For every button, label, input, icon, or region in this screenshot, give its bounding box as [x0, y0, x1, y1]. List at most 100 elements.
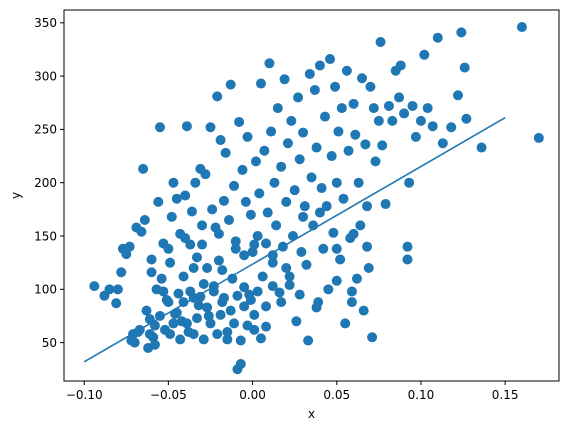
data-point	[394, 92, 405, 103]
data-point	[215, 135, 226, 146]
regression-line	[83, 116, 506, 363]
x-tick-label: 0.05	[323, 388, 350, 402]
data-point	[247, 247, 258, 257]
data-point	[321, 201, 332, 212]
data-point	[404, 177, 415, 188]
data-point	[415, 115, 426, 126]
data-point	[294, 289, 305, 300]
data-point	[348, 228, 359, 239]
data-point	[168, 177, 179, 188]
data-point	[333, 126, 344, 137]
data-point	[338, 193, 349, 204]
data-point	[362, 201, 373, 212]
data-point	[261, 238, 272, 249]
data-point	[254, 188, 265, 199]
data-point	[299, 201, 310, 212]
data-point	[311, 302, 322, 313]
data-point	[154, 122, 165, 133]
data-point	[213, 228, 224, 239]
data-point	[309, 84, 320, 95]
data-point	[476, 142, 487, 153]
data-point	[516, 22, 527, 33]
data-point	[328, 227, 339, 238]
data-point	[192, 313, 203, 324]
data-point	[330, 81, 341, 92]
data-point	[293, 92, 304, 103]
data-point	[375, 36, 386, 47]
y-tick-label: 50	[42, 336, 57, 350]
data-point	[432, 32, 443, 43]
data-point	[306, 172, 317, 183]
data-point	[227, 273, 238, 284]
data-point	[168, 318, 179, 329]
data-point	[363, 262, 374, 273]
data-point	[274, 287, 285, 298]
data-point	[314, 207, 325, 218]
data-point	[304, 68, 315, 79]
data-point	[271, 220, 282, 231]
data-point	[173, 288, 184, 299]
data-point	[112, 284, 123, 295]
x-tick-label: −0.10	[66, 388, 103, 402]
data-point	[171, 193, 182, 204]
data-point	[272, 103, 283, 114]
data-point	[410, 131, 421, 142]
data-point	[377, 140, 388, 151]
data-point	[284, 280, 295, 291]
data-point	[343, 145, 354, 156]
data-point	[89, 281, 100, 292]
data-point	[276, 297, 287, 308]
data-point	[365, 81, 376, 92]
data-point	[360, 139, 371, 150]
x-tick-label: 0.15	[492, 388, 519, 402]
data-point	[163, 297, 174, 308]
data-point	[367, 332, 378, 343]
data-point	[136, 226, 147, 237]
data-point	[452, 90, 463, 101]
data-point	[178, 271, 189, 282]
data-point	[311, 142, 322, 153]
data-point	[198, 334, 209, 345]
data-point	[249, 239, 260, 250]
data-point	[218, 195, 229, 206]
data-point	[234, 116, 245, 127]
data-point	[146, 267, 157, 278]
data-point	[186, 206, 197, 217]
data-point	[346, 286, 357, 297]
data-point	[212, 91, 223, 102]
data-point	[239, 301, 250, 312]
data-point	[202, 262, 213, 273]
data-point	[294, 154, 305, 165]
data-point	[205, 122, 216, 133]
data-point	[235, 358, 246, 369]
y-tick-label: 350	[34, 16, 57, 30]
data-point	[222, 334, 233, 345]
data-point	[153, 196, 164, 207]
data-point	[235, 335, 246, 346]
data-point	[399, 108, 410, 119]
y-axis: 50 100 150 200 250 300 350	[34, 16, 64, 350]
data-point	[373, 115, 384, 126]
data-point	[225, 305, 236, 316]
data-point	[149, 339, 160, 350]
data-point	[362, 241, 373, 252]
data-point	[437, 138, 448, 149]
data-point	[192, 252, 203, 263]
data-point	[259, 145, 270, 156]
data-point	[156, 273, 167, 284]
x-axis: −0.10 −0.05 0.00 0.05 0.10 0.15	[66, 381, 519, 402]
data-point	[459, 62, 470, 73]
data-point	[314, 60, 325, 71]
data-point	[163, 243, 174, 254]
data-point	[213, 255, 224, 266]
data-point	[185, 286, 196, 297]
data-point	[358, 305, 369, 316]
data-point	[266, 126, 277, 137]
data-point	[190, 177, 201, 188]
data-point	[252, 231, 263, 242]
y-tick-label: 250	[34, 123, 57, 137]
axes-frame	[63, 9, 560, 382]
data-point	[212, 329, 223, 340]
data-point	[267, 257, 278, 268]
